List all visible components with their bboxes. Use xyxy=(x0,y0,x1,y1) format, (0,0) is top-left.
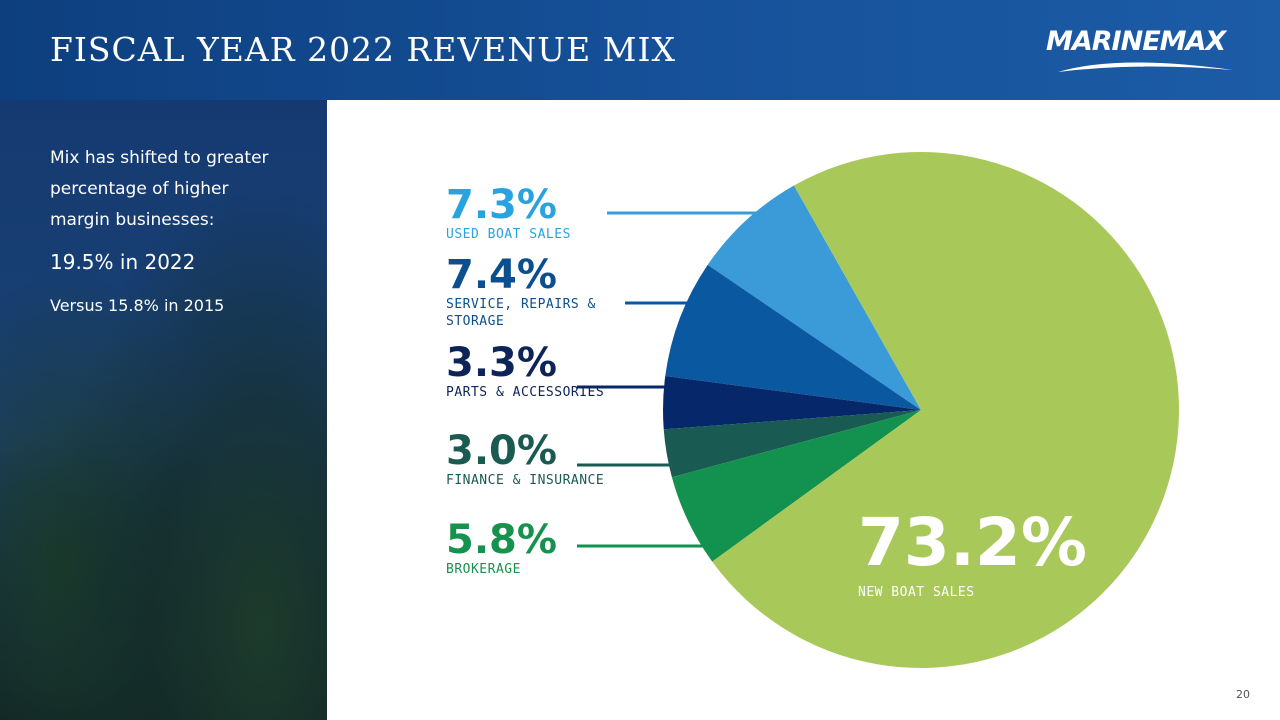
slice-label: 3.3% PARTS & ACCESSORIES xyxy=(446,342,621,401)
value-label: 7.4% xyxy=(446,252,557,298)
logo-swoosh xyxy=(1058,62,1233,72)
pie-slice xyxy=(663,410,921,478)
pie-slice xyxy=(663,375,921,430)
sidebar-highlight: 19.5% in 2022 xyxy=(50,250,196,274)
category-label: SERVICE, REPAIRS & STORAGE xyxy=(446,297,596,329)
header-bar: FISCAL YEAR 2022 REVENUE MIX MARINEMAX xyxy=(0,0,1280,100)
slice-label: 5.8% BROKERAGE xyxy=(446,519,621,578)
pie-slice xyxy=(671,410,921,562)
slice-label: 7.3% USED BOAT SALES xyxy=(446,184,621,243)
slice-label: 7.4% SERVICE, REPAIRS & STORAGE xyxy=(446,254,621,330)
pie-slice xyxy=(665,264,921,410)
slice-label: 3.0% FINANCE & INSURANCE xyxy=(446,430,621,489)
sidebar-intro: Mix has shifted to greater percentage of… xyxy=(50,148,269,230)
category-label: NEW BOAT SALES xyxy=(858,585,975,600)
slide-title: FISCAL YEAR 2022 REVENUE MIX xyxy=(50,30,676,69)
logo: MARINEMAX xyxy=(1046,26,1226,57)
pie-slice xyxy=(707,185,921,410)
main-slice-label: 73.2% NEW BOAT SALES xyxy=(858,504,1087,601)
value-label: 3.0% xyxy=(446,428,557,474)
value-label: 73.2% xyxy=(858,504,1087,581)
pie-slice xyxy=(712,152,1179,669)
category-label: BROKERAGE xyxy=(446,562,521,577)
sidebar-comparison: Versus 15.8% in 2015 xyxy=(50,296,225,315)
sidebar-photo xyxy=(0,100,327,720)
value-label: 5.8% xyxy=(446,517,557,563)
category-label: USED BOAT SALES xyxy=(446,227,571,242)
page-number: 20 xyxy=(1236,688,1250,701)
category-label: FINANCE & INSURANCE xyxy=(446,473,605,488)
value-label: 3.3% xyxy=(446,340,557,386)
category-label: PARTS & ACCESSORIES xyxy=(446,385,605,400)
value-label: 7.3% xyxy=(446,182,557,228)
